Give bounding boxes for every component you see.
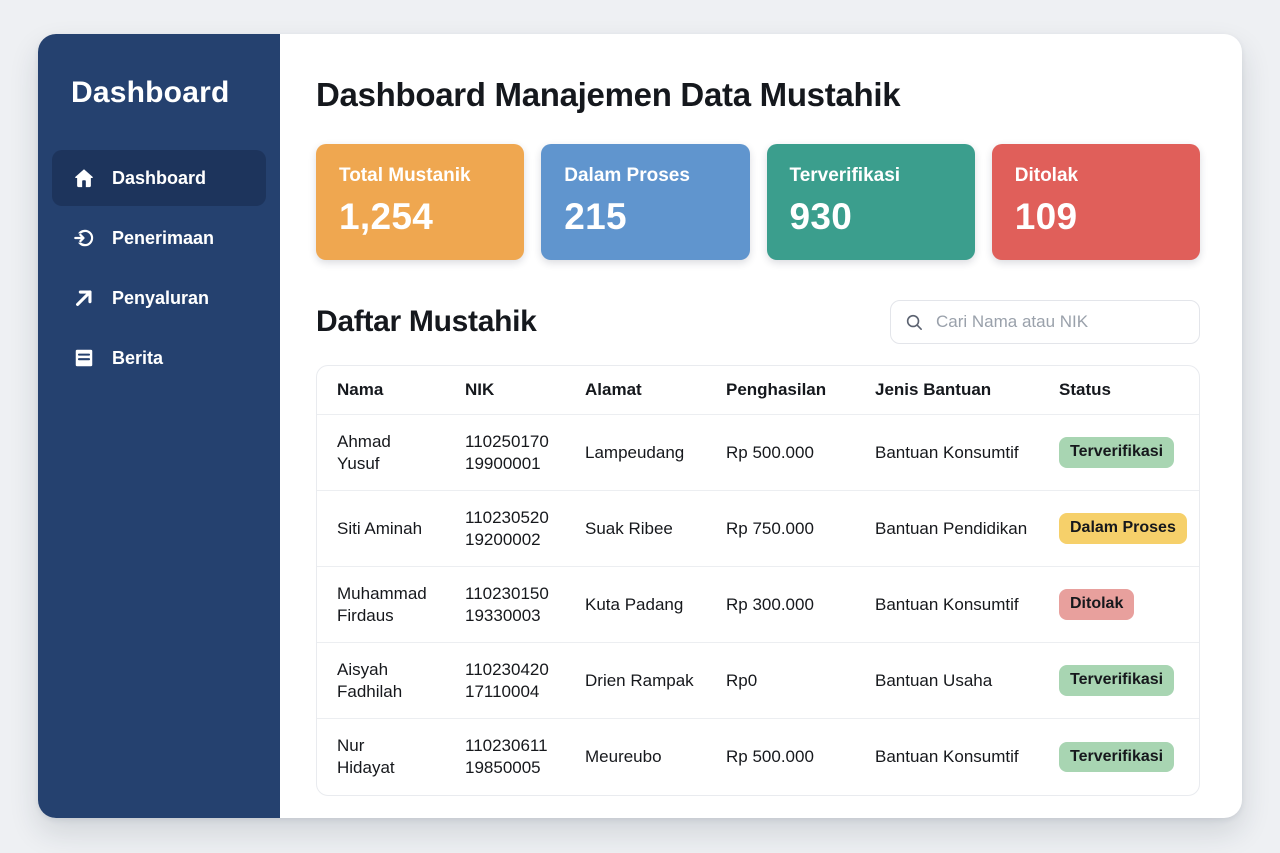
cell-nik: 110230520 19200002 [465, 507, 549, 549]
stat-label: Dalam Proses [564, 165, 690, 186]
list-section-header: Daftar Mustahik [316, 300, 1200, 344]
status-badge: Terverifikasi [1059, 437, 1175, 468]
list-section-title: Daftar Mustahik [316, 305, 537, 338]
sidebar-item-label: Penerimaan [112, 227, 215, 248]
stat-card-total-mustanik: Total Mustanik 1,254 [316, 144, 525, 260]
main-content: Dashboard Manajemen Data Mustahik Total … [280, 34, 1242, 818]
distribute-icon [73, 287, 95, 309]
cell-alamat: Kuta Padang [585, 594, 684, 614]
cell-nama: Nur Hidayat [337, 736, 395, 777]
sidebar-item-label: Berita [112, 347, 164, 368]
cell-nik: 110230420 17110004 [465, 659, 549, 701]
status-badge: Terverifikasi [1059, 741, 1175, 773]
cell-penghasilan: Rp 500.000 [726, 442, 814, 462]
cell-nama: Aisyah Fadhilah [337, 659, 403, 701]
stat-value: 1,254 [339, 196, 434, 237]
page-title: Dashboard Manajemen Data Mustahik [316, 76, 901, 113]
sidebar-item-penyaluran[interactable]: Penyaluran [52, 270, 266, 326]
cell-status: Dalam Proses [1059, 500, 1199, 556]
sidebar-item-berita[interactable]: Berita [52, 330, 266, 386]
cell-nama: Ahmad Yusuf [337, 431, 391, 473]
sidebar: Dashboard Dashboard Penerimaan Penyalura… [38, 34, 280, 818]
stat-value: 109 [1014, 196, 1078, 237]
sidebar-item-penerimaan[interactable]: Penerimaan [52, 210, 266, 266]
home-icon [73, 167, 95, 189]
stat-cards-row: Total Mustanik 1,254 Dalam Proses 215 Te… [316, 144, 1200, 260]
cell-jenis-bantuan: Bantuan Konsumtif [875, 594, 1019, 614]
cell-nik: 110230150 19330003 [465, 583, 549, 625]
column-header-alamat: Alamat [585, 380, 642, 399]
cell-penghasilan: Rp 500.000 [726, 747, 814, 767]
stat-value: 215 [564, 196, 627, 237]
search-box[interactable] [890, 300, 1200, 344]
column-header-penghasilan: Penghasilan [726, 380, 827, 399]
cell-nik: 110230611 19850005 [465, 736, 548, 777]
column-header-status: Status [1059, 380, 1111, 399]
table-row: Nur Hidayat 110230611 19850005 Meureubo Rp … [317, 719, 1199, 795]
cell-jenis-bantuan: Bantuan Usaha [875, 670, 993, 690]
cell-alamat: Meureubo [585, 747, 662, 767]
search-icon [905, 313, 924, 332]
stat-card-terverifikasi: Terverifikasi 930 [766, 144, 975, 260]
cell-status: Terverifikasi [1059, 652, 1199, 708]
cell-alamat: Suak Ribee [585, 518, 673, 538]
sidebar-item-label: Penyaluran [112, 287, 210, 308]
cell-jenis-bantuan: Bantuan Konsumtif [875, 747, 1019, 767]
cell-nama: Muhammad Firdaus [337, 583, 427, 625]
table-row: Ahmad Yusuf 110250170 19900001 Lampeudang R… [317, 415, 1199, 491]
column-header-nama: Nama [337, 380, 384, 399]
stat-label: Ditolak [1014, 165, 1079, 186]
receive-icon [73, 227, 95, 249]
status-badge: Terverifikasi [1059, 665, 1175, 696]
table-body: Ahmad Yusuf 110250170 19900001 Lampeudang R… [317, 415, 1199, 795]
sidebar-item-dashboard[interactable]: Dashboard [52, 150, 266, 206]
stat-card-ditolak: Ditolak 109 [991, 144, 1200, 260]
stat-card-dalam-proses: Dalam Proses 215 [541, 144, 750, 260]
table-row: Muhammad Firdaus 110230150 19330003 Kuta P… [317, 567, 1199, 643]
stat-label: Terverifikasi [789, 165, 901, 186]
cell-alamat: Drien Rampak [585, 670, 694, 690]
cell-status: Ditolak [1059, 576, 1199, 632]
cell-jenis-bantuan: Bantuan Konsumtif [875, 442, 1019, 462]
status-badge: Dalam Proses [1059, 513, 1187, 544]
table-row: Aisyah Fadhilah 110230420 17110004 Drien R… [317, 643, 1199, 719]
status-badge: Ditolak [1059, 589, 1135, 620]
sidebar-item-label: Dashboard [112, 167, 207, 188]
news-icon [73, 347, 95, 369]
stat-value: 930 [789, 196, 853, 237]
cell-status: Terverifikasi [1059, 424, 1199, 480]
cell-jenis-bantuan: Bantuan Pendidikan [875, 518, 1028, 538]
column-header-jenis: Jenis Bantuan [875, 380, 992, 399]
cell-alamat: Lampeudang [585, 442, 685, 462]
cell-nama: Siti Aminah [337, 518, 423, 538]
table-header-row: Nama NIK Alamat Penghasilan Jenis Bantua… [317, 366, 1199, 415]
column-header-nik: NIK [465, 380, 495, 399]
mustahik-table: Nama NIK Alamat Penghasilan Jenis Bantua… [316, 365, 1200, 796]
cell-penghasilan: Rp0 [726, 670, 758, 690]
cell-penghasilan: Rp 300.000 [726, 594, 814, 614]
sidebar-title: Dashboard [71, 76, 230, 109]
app-window: Dashboard Dashboard Penerimaan Penyalura… [38, 34, 1242, 818]
cell-nik: 110250170 19900001 [465, 431, 549, 473]
cell-status: Terverifikasi [1059, 729, 1199, 785]
stat-label: Total Mustanik [339, 165, 471, 186]
search-input[interactable] [934, 311, 1185, 333]
table-row: Siti Aminah 110230520 19200002 Suak Ribee R… [317, 491, 1199, 567]
cell-penghasilan: Rp 750.000 [726, 518, 814, 538]
